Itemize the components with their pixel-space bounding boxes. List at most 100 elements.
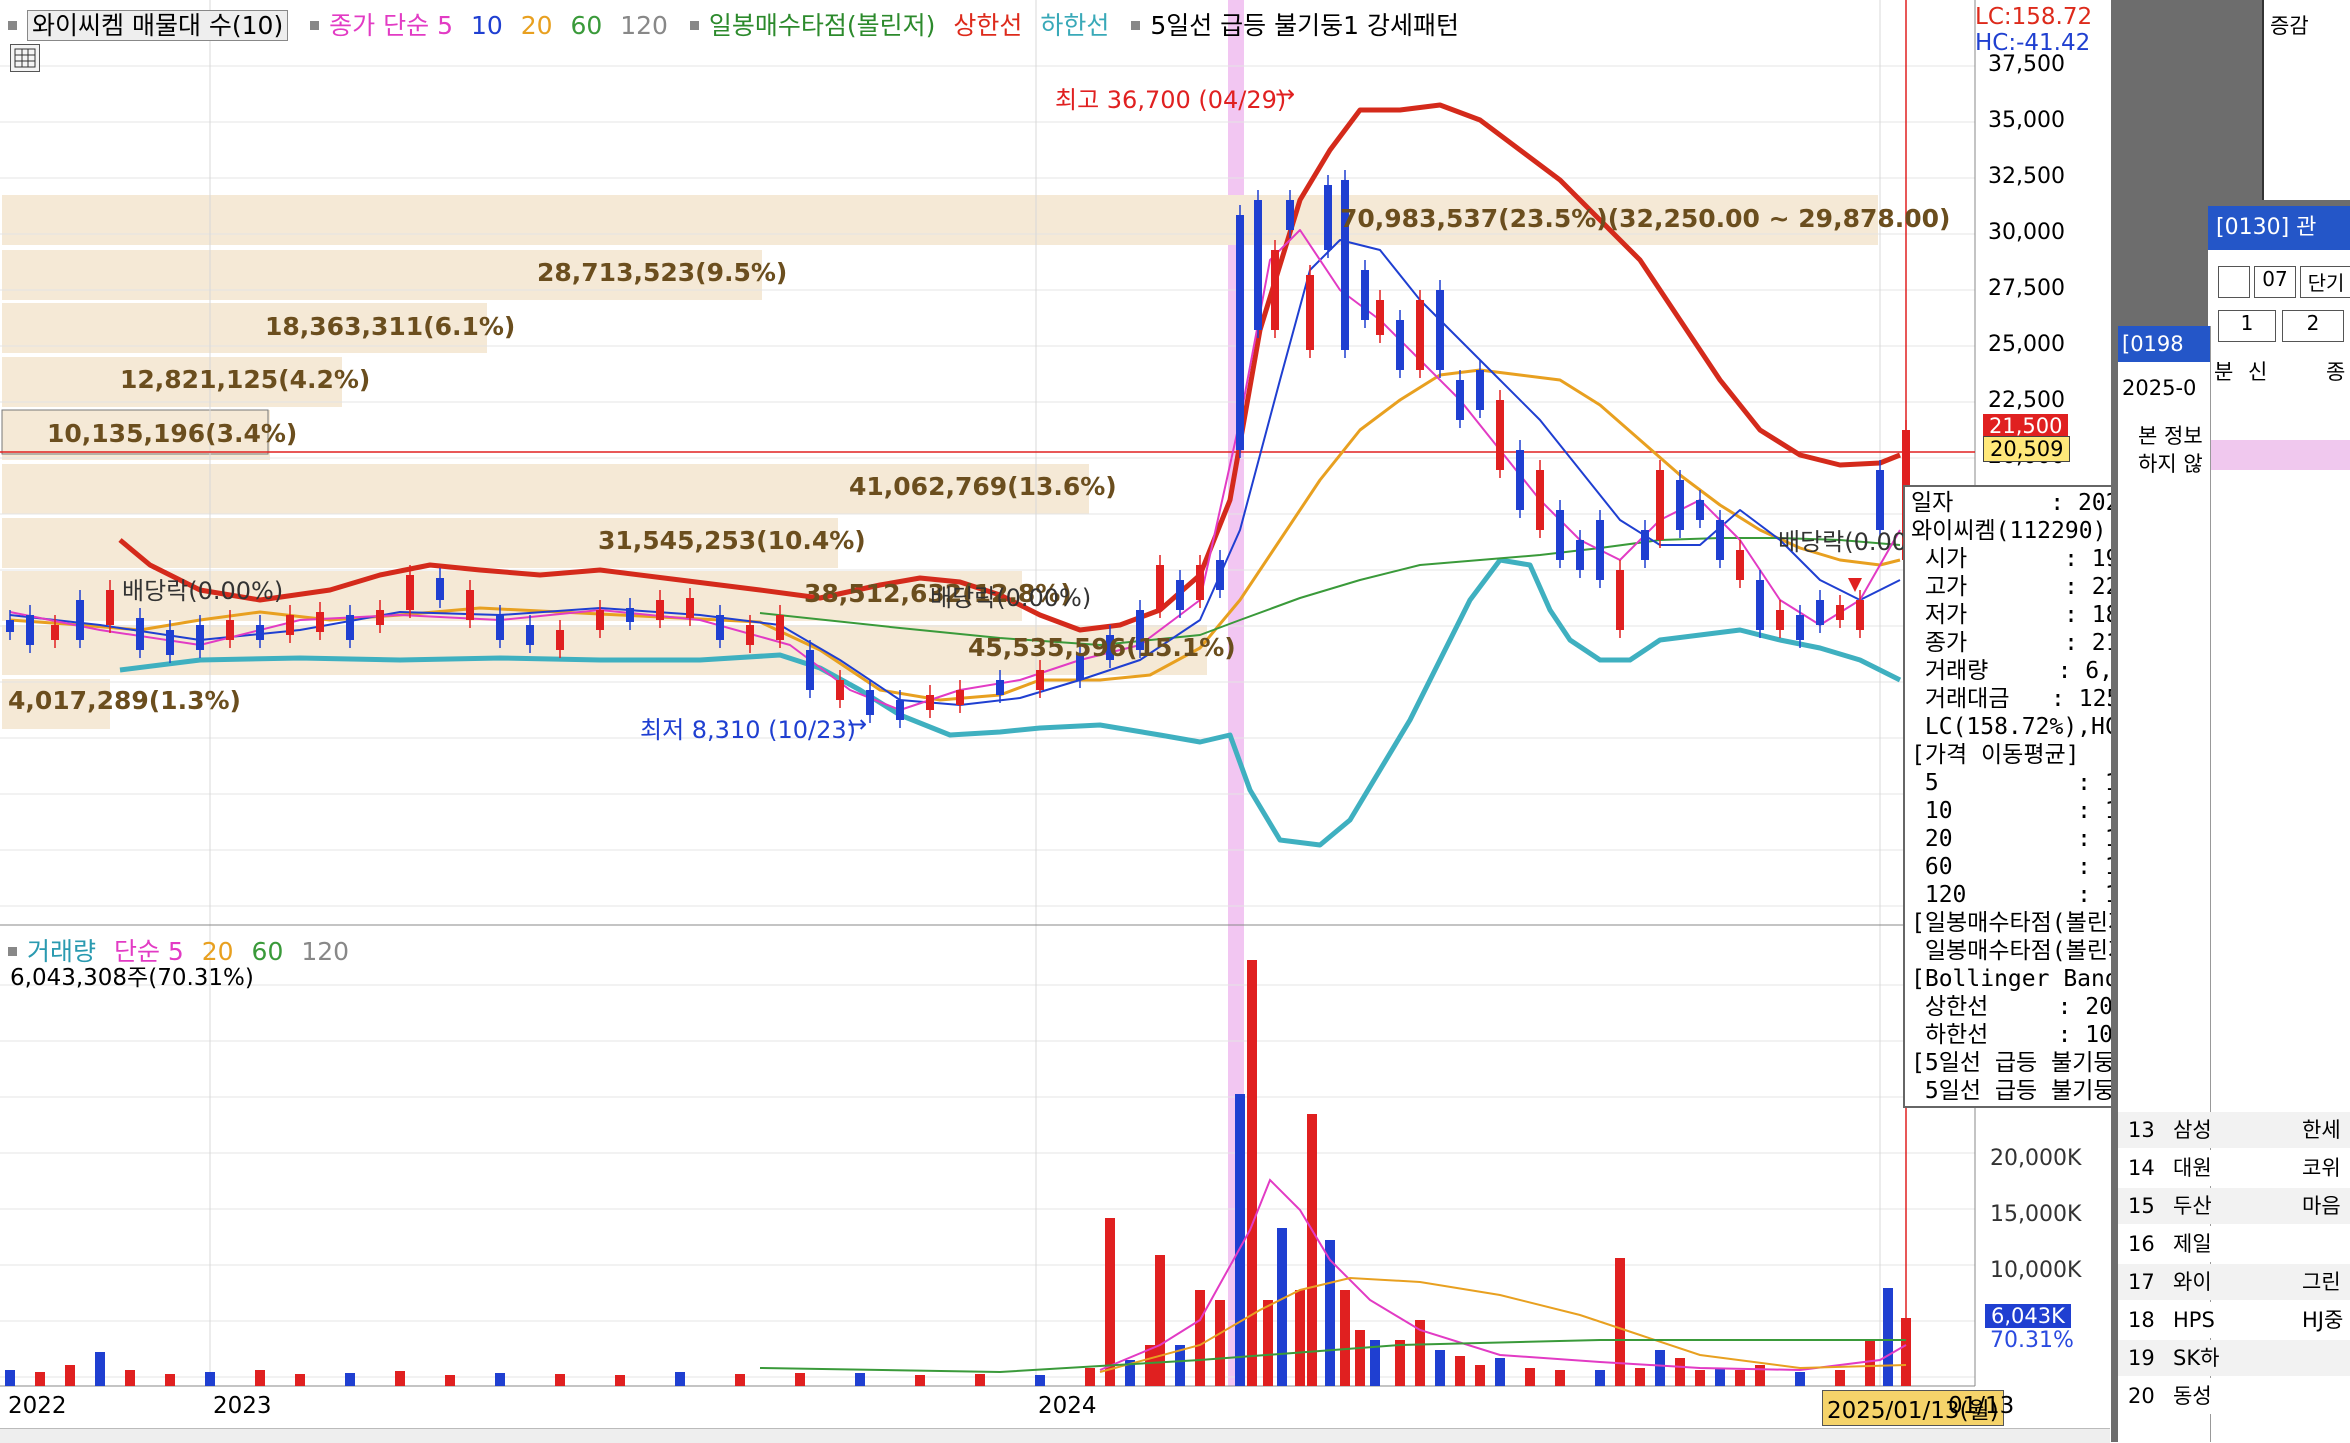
volume-label[interactable]: 거래량 xyxy=(27,937,97,966)
volume-bar xyxy=(1595,1370,1605,1386)
ma60-line xyxy=(759,537,1901,646)
candle-body xyxy=(596,610,604,630)
volume-bar xyxy=(345,1373,355,1386)
candle-body xyxy=(1536,470,1544,530)
info-row-a: 본 정보 xyxy=(2138,424,2203,448)
candle-body xyxy=(836,680,844,700)
rank-row[interactable]: 20 동성 xyxy=(2118,1378,2350,1414)
volume-bar xyxy=(295,1374,305,1386)
volume-ma60[interactable]: 60 xyxy=(251,937,284,966)
candle-body xyxy=(136,618,144,650)
candle-body xyxy=(1641,530,1649,560)
lower-band-line xyxy=(119,557,1902,848)
info-row-b: 하지 않 xyxy=(2138,452,2203,476)
candle-body xyxy=(1736,550,1744,580)
candle-body xyxy=(1416,300,1424,370)
legend-lower[interactable]: 하한선 xyxy=(1040,11,1110,40)
candle-body xyxy=(1776,610,1784,630)
period-07-button[interactable]: 07 xyxy=(2254,266,2296,298)
candle-body xyxy=(1516,450,1524,510)
legend-ma10[interactable]: 10 xyxy=(470,11,503,40)
volume-profile-label: 41,062,769(13.6%) xyxy=(849,472,1117,501)
rank-number: 17 xyxy=(2128,1270,2155,1294)
volume-ma20[interactable]: 20 xyxy=(201,937,234,966)
window-title-label: [0130] 관 xyxy=(2216,215,2317,240)
rank-number: 20 xyxy=(2128,1384,2155,1408)
window-title-0130[interactable]: [0130] 관 xyxy=(2208,206,2350,250)
candle-body xyxy=(1216,560,1224,590)
volume-bar xyxy=(1455,1356,1465,1386)
volume-current-badge: 6,043K xyxy=(1985,1304,2071,1328)
avg-price-badge: 20,509 xyxy=(1983,436,2071,462)
rank-row[interactable]: 18 HPS HJ중 xyxy=(2118,1302,2350,1338)
rank-name: 두산 xyxy=(2173,1194,2212,1218)
volume-ma120[interactable]: 120 xyxy=(301,937,350,966)
rank-row[interactable]: 15 두산 마음 xyxy=(2118,1188,2350,1224)
candle-body xyxy=(926,695,934,710)
volume-profile-label: 28,713,523(9.5%) xyxy=(537,258,788,287)
rank-row[interactable]: 19 SK하 xyxy=(2118,1340,2350,1376)
candle-body xyxy=(1556,510,1564,560)
tooltip-line: 와이씨켐(112290) xyxy=(1911,518,2107,544)
calendar-icon[interactable] xyxy=(2218,266,2250,298)
candle-body xyxy=(1756,580,1764,630)
volume-ma-line xyxy=(1099,1178,1907,1372)
candle-body xyxy=(466,590,474,620)
candle-body xyxy=(1324,185,1332,250)
candle-body xyxy=(76,600,84,640)
candle-body xyxy=(346,615,354,640)
volume-bar xyxy=(1035,1375,1045,1386)
horizontal-scrollbar[interactable] xyxy=(0,1428,2110,1443)
page-2-button[interactable]: 2 xyxy=(2282,310,2344,342)
candle-body xyxy=(1816,600,1824,625)
candle-body xyxy=(196,625,204,650)
volume-bar xyxy=(1145,1345,1155,1386)
candle-body xyxy=(556,630,564,650)
legend-upper[interactable]: 상한선 xyxy=(953,11,1023,40)
candle-body xyxy=(1306,275,1314,350)
rank-row[interactable]: 13 삼성 한세 xyxy=(2118,1112,2350,1148)
legend-square-icon xyxy=(1131,20,1141,30)
x-axis-right-date: 01/13 xyxy=(1948,1393,2015,1419)
volume-ma5[interactable]: 단순 5 xyxy=(113,937,184,966)
legend-pattern[interactable]: 5일선 급등 불기둥1 강세패턴 xyxy=(1150,11,1459,40)
rank-row[interactable]: 17 와이 그린 xyxy=(2118,1264,2350,1300)
period-short-button[interactable]: 단기 xyxy=(2300,266,2350,298)
candle-body xyxy=(496,615,504,640)
rank-row[interactable]: 14 대원 코위 xyxy=(2118,1150,2350,1186)
candle-body xyxy=(1696,500,1704,520)
volume-bar xyxy=(1295,1290,1305,1386)
volume-bar xyxy=(1525,1368,1535,1386)
candle-body xyxy=(1616,570,1624,630)
candle-body xyxy=(1436,290,1444,370)
legend-ma20[interactable]: 20 xyxy=(520,11,553,40)
candle-body xyxy=(1036,670,1044,690)
volume-bar xyxy=(395,1371,405,1386)
candle-body xyxy=(1796,615,1804,640)
legend-ma120[interactable]: 120 xyxy=(620,11,668,40)
candle-body xyxy=(1341,180,1349,350)
candle-body xyxy=(1656,470,1664,540)
volume-bar xyxy=(445,1375,455,1386)
price-axis-tick: 30,000 xyxy=(1988,220,2065,245)
volume-bar xyxy=(1883,1288,1893,1386)
volume-bar xyxy=(1901,1318,1911,1386)
date-field[interactable]: 2025-0 xyxy=(2122,376,2197,400)
volume-bar xyxy=(125,1370,135,1386)
volume-bar xyxy=(555,1374,565,1386)
legend-signal[interactable]: 일봉매수타점(볼린저) xyxy=(708,11,936,40)
rank-row[interactable]: 16 제일 xyxy=(2118,1226,2350,1262)
legend-ma5[interactable]: 종가 단순 5 xyxy=(329,11,453,40)
volume-bar xyxy=(65,1365,75,1386)
legend-ma60[interactable]: 60 xyxy=(570,11,603,40)
volume-legend: 거래량 단순 5 20 60 120 xyxy=(4,932,359,968)
table-toggle-icon[interactable] xyxy=(10,44,40,72)
candle-body xyxy=(1476,370,1484,410)
candle-body xyxy=(956,690,964,705)
volume-bar xyxy=(1263,1300,1273,1386)
window-title-0198[interactable]: [0198 xyxy=(2118,326,2210,362)
page-1-button[interactable]: 1 xyxy=(2218,310,2276,342)
indicator-title[interactable]: 와이씨켐 매물대 수(10) xyxy=(27,10,289,41)
candle-body xyxy=(1456,380,1464,420)
